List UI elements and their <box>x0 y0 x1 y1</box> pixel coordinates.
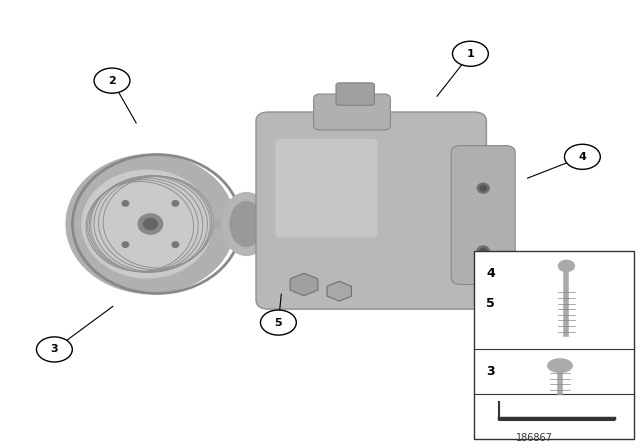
Ellipse shape <box>138 214 163 234</box>
Text: 1: 1 <box>467 49 474 59</box>
FancyBboxPatch shape <box>314 94 390 130</box>
Text: 2: 2 <box>108 76 116 86</box>
Ellipse shape <box>558 260 575 271</box>
Ellipse shape <box>172 242 179 247</box>
FancyBboxPatch shape <box>451 146 515 284</box>
FancyBboxPatch shape <box>275 139 378 237</box>
FancyBboxPatch shape <box>474 251 634 439</box>
Text: 5: 5 <box>486 297 495 310</box>
Text: 5: 5 <box>275 318 282 327</box>
Circle shape <box>452 41 488 66</box>
Ellipse shape <box>230 202 263 246</box>
Ellipse shape <box>477 246 489 256</box>
Text: 3: 3 <box>486 365 495 378</box>
Circle shape <box>260 310 296 335</box>
Text: 4: 4 <box>579 152 586 162</box>
Circle shape <box>564 144 600 169</box>
Circle shape <box>36 337 72 362</box>
Ellipse shape <box>477 183 489 193</box>
Ellipse shape <box>172 201 179 206</box>
Text: 4: 4 <box>486 267 495 280</box>
FancyBboxPatch shape <box>256 112 486 309</box>
Ellipse shape <box>480 185 486 191</box>
Ellipse shape <box>222 193 271 255</box>
FancyBboxPatch shape <box>336 83 374 105</box>
Ellipse shape <box>143 218 157 229</box>
Ellipse shape <box>480 248 486 254</box>
Ellipse shape <box>66 155 235 293</box>
Text: 3: 3 <box>51 345 58 354</box>
Text: 186867: 186867 <box>516 433 553 443</box>
Ellipse shape <box>122 201 129 206</box>
Ellipse shape <box>122 242 129 247</box>
Ellipse shape <box>548 359 572 372</box>
Circle shape <box>94 68 130 93</box>
Ellipse shape <box>82 170 212 278</box>
